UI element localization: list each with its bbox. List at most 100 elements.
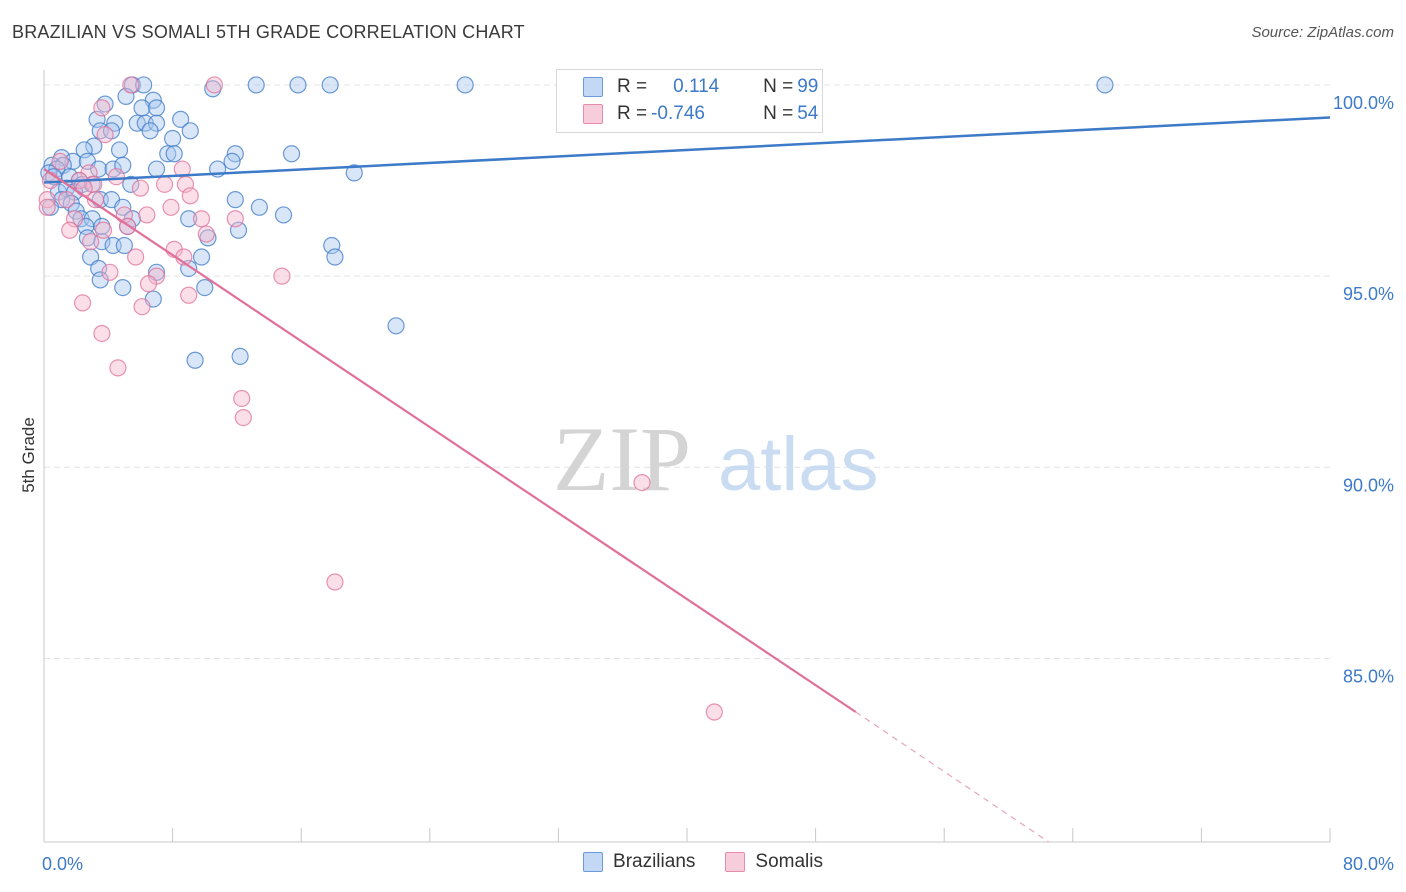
data-point [274, 206, 293, 224]
legend-label-brazilians: Brazilians [613, 851, 696, 872]
data-point [159, 145, 177, 163]
data-point [192, 210, 211, 228]
data-point [192, 248, 211, 266]
data-point [181, 187, 199, 205]
data-point [164, 129, 182, 148]
data-point [122, 76, 140, 94]
legend-swatch-pink [725, 852, 746, 872]
data-point [186, 351, 204, 369]
data-point [96, 126, 114, 144]
data-point [73, 294, 92, 312]
series-somalis [38, 76, 723, 721]
trend-line-somalis [43, 168, 857, 713]
data-point [139, 275, 158, 293]
data-point [131, 179, 150, 197]
data-point [456, 76, 474, 94]
legend-r-value: -0.746 [651, 103, 705, 124]
data-point [162, 198, 180, 216]
data-point [133, 298, 151, 316]
data-point [57, 191, 76, 209]
data-point [345, 164, 363, 182]
legend-r-value: 0.114 [673, 76, 720, 97]
watermark-zip: ZIP [553, 408, 691, 510]
legend-n-label: N = [763, 103, 794, 124]
data-point [231, 347, 249, 366]
y-tick-label: 85.0% [1343, 666, 1394, 686]
data-point [101, 263, 119, 281]
legend-swatch-pink [583, 104, 603, 124]
trend-line-somalis-extension [855, 711, 1050, 843]
legend-row-brazilians: R = 0.114 N = 99 [557, 74, 818, 100]
legend-swatch-blue [583, 852, 604, 872]
trend-lines [43, 116, 1331, 843]
data-point [226, 210, 244, 228]
y-tick-label: 90.0% [1343, 475, 1394, 495]
data-point [250, 198, 269, 216]
data-point [1096, 76, 1114, 94]
data-point [41, 171, 60, 190]
data-point [93, 99, 111, 117]
legend-swatch-blue [583, 77, 603, 97]
data-point [181, 122, 199, 140]
data-point [273, 267, 291, 285]
legend-item-brazilians[interactable]: Brazilians [583, 851, 695, 873]
data-point [94, 221, 113, 239]
data-point [114, 278, 132, 297]
data-point [180, 286, 198, 304]
data-point [633, 473, 651, 492]
data-point [147, 99, 166, 117]
data-point [82, 233, 100, 251]
data-point [196, 278, 214, 297]
data-point [234, 408, 252, 427]
y-tick-label: 100.0% [1333, 93, 1394, 113]
legend-item-somalis[interactable]: Somalis [725, 851, 823, 873]
x-tick-label: 80.0% [1343, 854, 1394, 874]
y-tick-label: 95.0% [1343, 284, 1394, 304]
data-point [147, 160, 166, 178]
stats-legend: R = 0.114 N = 99 R = -0.746 N = 54 [556, 69, 823, 133]
x-tick-label: 0.0% [42, 854, 83, 874]
watermark-atlas: atlas [718, 422, 879, 507]
data-point [127, 248, 145, 266]
data-point [197, 225, 215, 243]
y-axis-label: 5th Grade [19, 417, 38, 493]
data-point [321, 76, 339, 94]
legend-label-somalis: Somalis [755, 851, 823, 872]
data-point [86, 191, 105, 209]
data-point [180, 210, 198, 228]
data-point [38, 198, 56, 216]
data-point [109, 359, 127, 377]
data-point [110, 141, 129, 159]
trend-line-brazilians [43, 116, 1331, 184]
data-point [93, 324, 111, 343]
data-point [326, 248, 344, 266]
legend-n-value: 54 [797, 103, 819, 124]
data-point [135, 76, 153, 94]
series-legend: Brazilians Somalis [0, 851, 1406, 873]
legend-r-label: R = [617, 76, 648, 97]
data-point [107, 168, 125, 186]
data-point [51, 152, 69, 171]
data-point [138, 206, 156, 224]
legend-row-somalis: R = -0.746 N = 54 [557, 101, 818, 127]
data-point [90, 160, 108, 178]
data-point [705, 703, 723, 721]
data-point [223, 152, 241, 171]
legend-n-value: 99 [797, 76, 819, 97]
axes [43, 70, 1331, 843]
data-point [115, 236, 133, 255]
data-point [122, 175, 140, 193]
grid-lines [44, 84, 1330, 659]
data-point [247, 76, 265, 94]
x-tick-labels: 0.0% 80.0% [42, 854, 1394, 874]
data-point [226, 191, 244, 209]
legend-r-label: R = [617, 103, 648, 124]
data-point [165, 145, 183, 163]
data-point [326, 573, 344, 591]
data-point [172, 110, 190, 128]
legend-n-label: N = [763, 76, 794, 97]
data-point [233, 389, 251, 408]
source-label: Source: ZipAtlas.com [1251, 24, 1394, 41]
data-point [387, 317, 405, 335]
